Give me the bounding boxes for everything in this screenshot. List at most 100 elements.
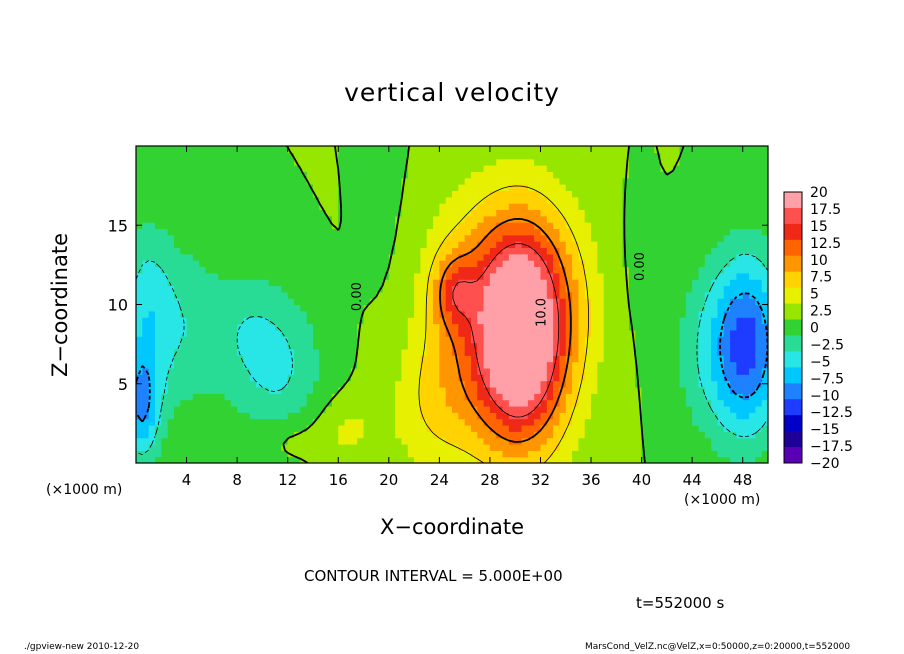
heatmap-cell	[249, 355, 257, 363]
heatmap-cell	[338, 260, 346, 268]
heatmap-cell	[237, 386, 245, 394]
heatmap-cell	[483, 304, 491, 312]
heatmap-cell	[338, 177, 346, 185]
heatmap-cell	[553, 374, 561, 382]
heatmap-cell	[420, 443, 428, 451]
heatmap-cell	[388, 361, 396, 369]
heatmap-cell	[723, 215, 731, 223]
heatmap-cell	[761, 393, 768, 401]
heatmap-cell	[161, 285, 169, 293]
heatmap-cell	[369, 298, 377, 306]
heatmap-cell	[312, 279, 320, 287]
heatmap-cell	[312, 152, 320, 160]
heatmap-cell	[275, 152, 282, 160]
heatmap-cell	[338, 171, 346, 179]
heatmap-cell	[300, 336, 308, 344]
heatmap-cell	[401, 424, 409, 432]
heatmap-cell	[527, 260, 535, 268]
heatmap-cell	[666, 374, 674, 382]
heatmap-cell	[540, 146, 548, 153]
heatmap-cell	[218, 291, 226, 299]
heatmap-cell	[458, 386, 466, 394]
heatmap-cell	[268, 418, 276, 426]
heatmap-cell	[572, 146, 579, 153]
heatmap-cell	[243, 253, 251, 261]
heatmap-cell	[489, 304, 497, 312]
heatmap-cell	[477, 196, 485, 204]
heatmap-cell	[243, 241, 251, 249]
heatmap-cell	[433, 241, 440, 249]
heatmap-cell	[761, 355, 768, 363]
heatmap-cell	[205, 298, 213, 306]
heatmap-cell	[357, 241, 365, 249]
heatmap-cell	[192, 450, 200, 458]
heatmap-cell	[628, 399, 636, 407]
heatmap-cell	[711, 450, 719, 458]
heatmap-cell	[742, 380, 750, 388]
heatmap-cell	[489, 285, 497, 293]
heatmap-cell	[300, 228, 308, 236]
heatmap-cell	[439, 367, 447, 375]
heatmap-cell	[218, 196, 226, 204]
heatmap-cell	[281, 209, 289, 217]
heatmap-cell	[382, 241, 390, 249]
heatmap-cell	[610, 310, 617, 318]
heatmap-cell	[439, 203, 447, 210]
heatmap-cell	[388, 260, 396, 268]
heatmap-cell	[546, 171, 554, 179]
heatmap-cell	[711, 266, 719, 274]
heatmap-cell	[331, 285, 339, 293]
heatmap-cell	[610, 279, 617, 287]
heatmap-cell	[407, 184, 415, 191]
heatmap-cell	[249, 450, 257, 458]
heatmap-cell	[376, 279, 384, 287]
heatmap-cell	[319, 393, 327, 401]
heatmap-cell	[192, 165, 200, 172]
heatmap-cell	[136, 234, 143, 242]
heatmap-cell	[275, 209, 282, 217]
heatmap-cell	[654, 374, 662, 382]
heatmap-cell	[357, 158, 365, 166]
heatmap-cell	[755, 241, 763, 249]
heatmap-cell	[268, 405, 276, 413]
heatmap-cell	[142, 355, 150, 363]
heatmap-cell	[654, 443, 662, 451]
heatmap-cell	[376, 418, 384, 426]
heatmap-cell	[452, 158, 459, 166]
heatmap-cell	[363, 196, 371, 204]
heatmap-cell	[376, 184, 384, 191]
heatmap-cell	[395, 304, 403, 312]
heatmap-cell	[445, 165, 453, 172]
heatmap-cell	[698, 355, 706, 363]
heatmap-cell	[730, 158, 737, 166]
heatmap-cell	[622, 329, 630, 337]
heatmap-cell	[534, 310, 542, 318]
heatmap-cell	[218, 279, 226, 287]
heatmap-cell	[294, 424, 301, 432]
heatmap-cell	[559, 304, 567, 312]
heatmap-cell	[249, 146, 257, 153]
heatmap-cell	[578, 285, 586, 293]
heatmap-cell	[654, 361, 662, 369]
heatmap-cell	[679, 171, 687, 179]
heatmap-cell	[496, 393, 504, 401]
heatmap-cell	[142, 443, 150, 451]
heatmap-cell	[730, 342, 737, 350]
heatmap-cell	[692, 171, 700, 179]
heatmap-cell	[635, 348, 643, 356]
heatmap-cell	[749, 323, 756, 331]
heatmap-cell	[736, 355, 744, 363]
heatmap-cell	[597, 146, 605, 153]
heatmap-cell	[692, 431, 700, 439]
heatmap-cell	[192, 424, 200, 432]
heatmap-cell	[211, 209, 219, 217]
heatmap-cell	[698, 209, 706, 217]
heatmap-cell	[685, 317, 693, 325]
heatmap-cell	[578, 209, 586, 217]
heatmap-cell	[616, 342, 624, 350]
heatmap-cell	[199, 323, 207, 331]
heatmap-cell	[287, 380, 295, 388]
heatmap-cell	[319, 323, 327, 331]
heatmap-cell	[628, 291, 636, 299]
heatmap-cell	[312, 190, 320, 198]
